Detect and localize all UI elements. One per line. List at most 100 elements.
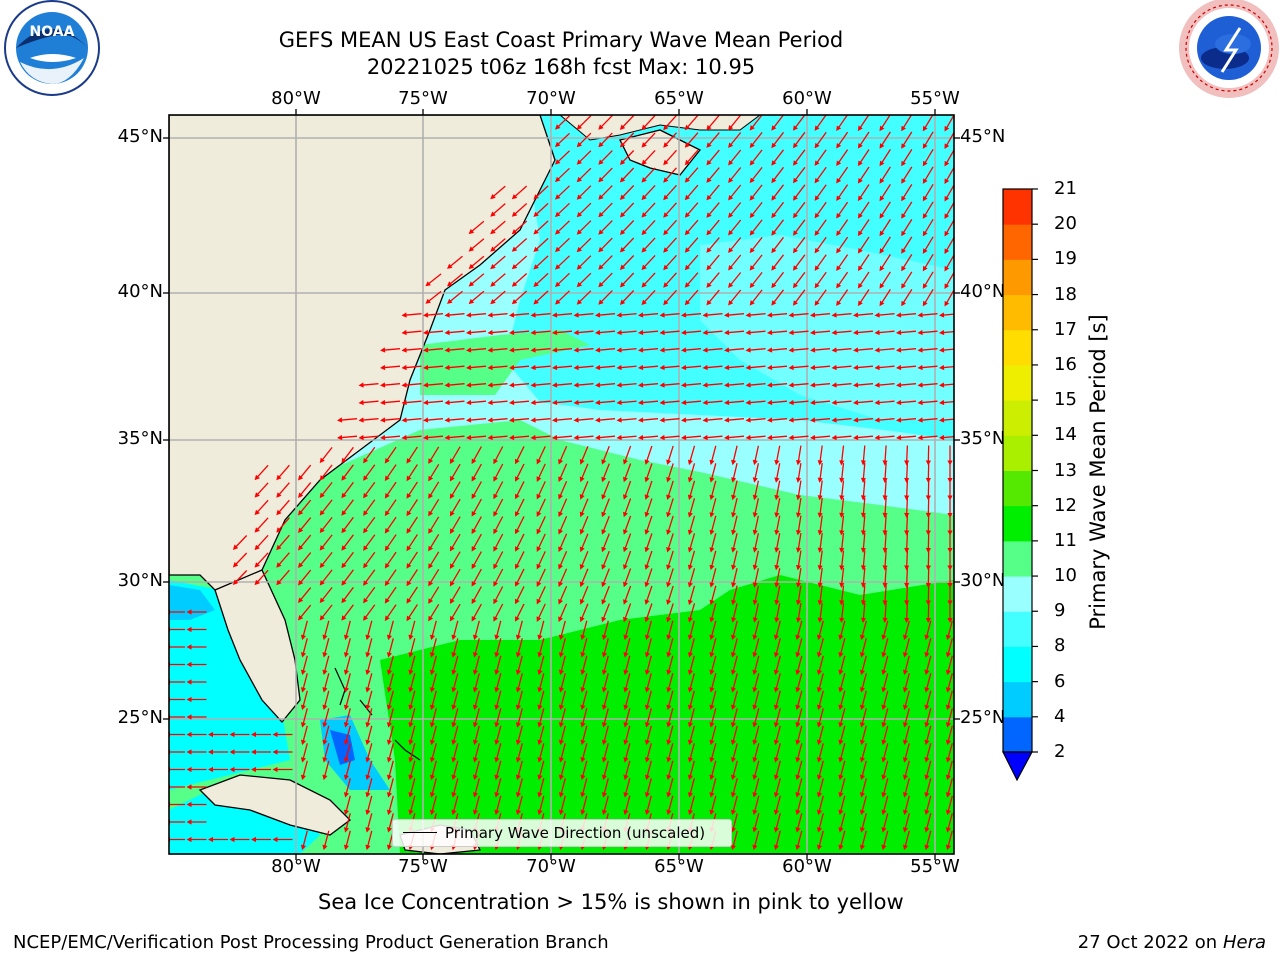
wave-arrow-head [555, 124, 561, 130]
wave-arrow-head [857, 143, 863, 149]
wave-arrow-head [619, 282, 626, 288]
lat-tick-left-40n: 40°N [117, 281, 163, 302]
wave-arrow-head [186, 696, 192, 703]
wave-arrow-shaft [645, 445, 653, 464]
wave-arrow-head [795, 827, 801, 833]
wave-arrow-shaft [538, 620, 545, 639]
wave-arrow-head [702, 399, 708, 406]
wave-arrow-shaft [882, 760, 889, 779]
wave-arrow-head [810, 417, 816, 423]
wave-arrow-shaft [407, 446, 418, 463]
wave-arrow-head [853, 434, 859, 441]
wave-arrow-shaft [452, 673, 459, 691]
wave-arrow-shaft [577, 255, 592, 269]
wave-arrow-shaft [431, 760, 437, 779]
wave-arrow-head [666, 529, 672, 535]
wave-arrow-shaft [925, 725, 932, 744]
wave-arrow-shaft [537, 586, 546, 603]
wave-arrow-head [663, 124, 669, 131]
wave-arrow-head [817, 582, 823, 588]
wave-arrow-shaft [882, 655, 889, 674]
wave-arrow-head [745, 329, 751, 336]
wave-arrow-head [896, 434, 902, 441]
wave-arrow-head [601, 581, 607, 588]
wave-arrow-shaft [884, 445, 887, 464]
wave-arrow-head [623, 581, 628, 588]
wave-arrow-head [471, 476, 477, 482]
wave-arrow-head [838, 757, 844, 763]
wave-arrow-head [380, 347, 386, 353]
wave-arrow-head [555, 281, 561, 288]
lon-tick-top-70w: 70°W [526, 88, 576, 109]
wave-arrow-head [229, 731, 235, 738]
wave-arrow-shaft [537, 603, 546, 621]
wave-arrow-head [466, 399, 472, 406]
wave-arrow-head [319, 562, 325, 569]
wave-arrow-shaft [884, 480, 887, 499]
wave-arrow-head [533, 281, 539, 287]
wave-arrow-head [745, 347, 751, 353]
wave-arrow-head [595, 347, 601, 353]
wave-arrow-shaft [302, 620, 308, 639]
wave-arrow-shaft [861, 725, 867, 744]
wave-arrow-shaft [495, 620, 502, 639]
wave-arrow-head [728, 177, 734, 183]
colorbar-tick-label: 13 [1054, 459, 1077, 481]
wave-arrow-head [319, 615, 325, 621]
wave-arrow-head [659, 434, 665, 441]
wave-arrow-head [580, 792, 586, 798]
wave-arrow-shaft [836, 236, 849, 253]
wave-arrow-shaft [707, 132, 720, 147]
wave-arrow-head [767, 329, 773, 336]
wave-arrow-shaft [861, 655, 867, 674]
wave-arrow-shaft [819, 585, 823, 604]
wave-arrow-head [731, 582, 737, 588]
wave-arrow-head [573, 399, 579, 406]
wave-arrow-head [666, 687, 672, 693]
wave-arrow-shaft [904, 813, 910, 831]
wave-arrow-head [490, 229, 496, 235]
wave-arrow-head [471, 458, 477, 465]
wave-arrow-shaft [818, 655, 824, 674]
wave-arrow-head [300, 634, 306, 641]
wave-arrow-shaft [345, 760, 351, 779]
wave-arrow-head [922, 265, 928, 272]
wave-arrow-head [831, 312, 837, 318]
wave-arrow-head [881, 739, 887, 746]
wave-arrow-head [881, 704, 887, 711]
wave-arrow-shaft [345, 638, 351, 656]
wave-arrow-head [466, 364, 472, 371]
wave-arrow-head [774, 564, 780, 571]
wave-arrow-shaft [342, 516, 354, 533]
wave-arrow-head [901, 300, 906, 307]
wave-arrow-head [944, 195, 950, 202]
wave-arrow-head [917, 417, 923, 423]
wave-arrow-head [384, 528, 390, 534]
wave-arrow-head [874, 364, 880, 371]
wave-arrow-shaft [905, 445, 909, 464]
wave-arrow-head [386, 774, 392, 781]
wave-arrow-head [810, 364, 816, 371]
wave-arrow-head [471, 528, 477, 535]
wave-arrow-head [576, 141, 582, 148]
wave-arrow-head [408, 669, 414, 676]
wave-arrow-head [925, 512, 931, 518]
wave-arrow-head [472, 634, 478, 641]
wave-arrow-head [666, 774, 672, 781]
wave-arrow-shaft [624, 673, 631, 691]
wave-arrow-head [623, 529, 628, 535]
wave-arrow-head [487, 382, 493, 388]
wave-arrow-shaft [732, 638, 738, 656]
wave-arrow-head [343, 687, 349, 693]
wave-arrow-head [471, 598, 477, 605]
wave-arrow-shaft [560, 620, 566, 639]
wave-arrow-head [922, 195, 928, 202]
wave-arrow-shaft [474, 760, 480, 779]
wave-arrow-head [902, 652, 908, 658]
wave-arrow-head [684, 212, 690, 218]
wave-arrow-head [537, 652, 543, 658]
wave-arrow-head [365, 827, 371, 833]
wave-arrow-shaft [882, 830, 889, 849]
wave-arrow-head [687, 494, 693, 501]
wave-arrow-head [363, 492, 369, 499]
